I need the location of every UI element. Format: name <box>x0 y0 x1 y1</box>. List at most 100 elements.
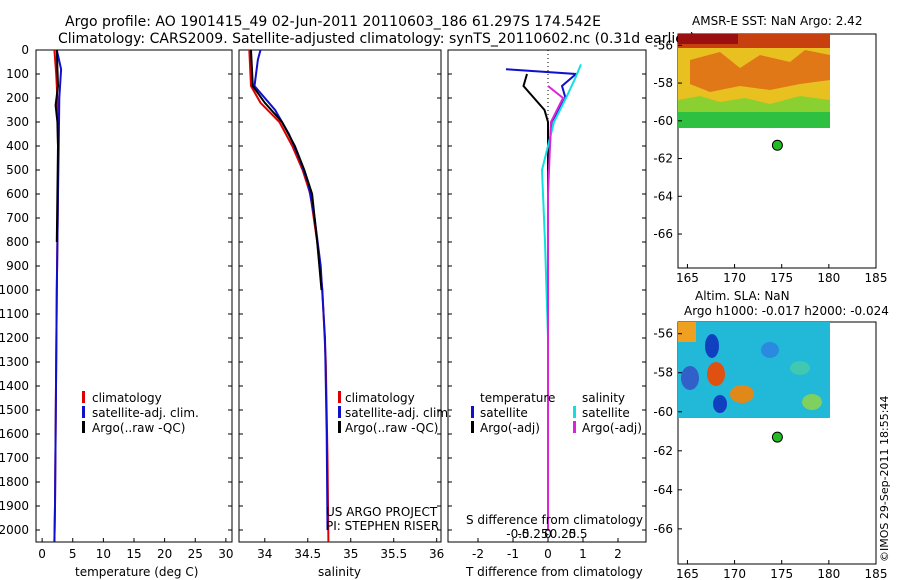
depth-tick-label: 400 <box>6 139 29 153</box>
depth-tick-label: 700 <box>6 211 29 225</box>
sla-high-eddy-2 <box>730 385 754 403</box>
temperature-plot-area <box>53 50 63 542</box>
legend-swatch-satellite <box>82 406 85 418</box>
sst-map-title: AMSR-E SST: NaN Argo: 2.42 <box>692 14 862 28</box>
x-tick-label: 170 <box>723 271 746 285</box>
series-sal-argo <box>250 50 323 291</box>
x-tick-label-S: 0.5 <box>568 527 587 541</box>
depth-tick-label: 1500 <box>0 403 29 417</box>
depth-tick-label: 300 <box>6 115 29 129</box>
x-tick-label: 35.5 <box>380 547 407 561</box>
sst-orange-patch <box>690 50 830 92</box>
series-diff-temp-satellite <box>505 68 579 530</box>
timestamp-credit: ©IMOS 29-Sep-2011 18:55:44 <box>878 396 891 562</box>
x-tick-label-T: 2 <box>614 547 622 561</box>
x-tick-label: 35 <box>343 547 358 561</box>
legend-label-satellite: satellite-adj. clim. <box>92 406 199 420</box>
x-tick-label: 170 <box>723 567 746 580</box>
sla-argo-position-marker <box>771 431 783 443</box>
x-tick-label: 180 <box>817 567 840 580</box>
y-tick-label: -60 <box>653 405 673 419</box>
depth-tick-label: 1400 <box>0 379 29 393</box>
legend-label-climatology: climatology <box>345 391 415 405</box>
sla-high-patch-nw <box>678 322 696 342</box>
legend-label-satellite: satellite-adj. clim. <box>345 406 452 420</box>
legend-swatch-temp-satellite <box>471 406 474 418</box>
x-tick-label: 34.5 <box>294 547 321 561</box>
legend-swatch-satellite <box>338 406 341 418</box>
legend-title-salinity: salinity <box>582 391 625 405</box>
sla-low-eddy-3 <box>713 395 727 413</box>
depth-tick-label: 800 <box>6 235 29 249</box>
salinity-plot-area <box>248 50 330 542</box>
legend-label-temp-argo: Argo(-adj) <box>480 421 540 435</box>
x-tick-label: 15 <box>126 547 141 561</box>
y-tick-label: -66 <box>653 522 673 536</box>
x-tick-label-S: 0 <box>544 527 552 541</box>
y-tick-label: -64 <box>653 483 673 497</box>
x-tick-label: 25 <box>188 547 203 561</box>
x-tick-label: 165 <box>676 567 699 580</box>
sla-green-patch <box>802 394 822 410</box>
sla-low-eddy-2 <box>681 366 699 390</box>
x-tick-label: 20 <box>157 547 172 561</box>
salinity-panel-frame <box>238 49 442 543</box>
header-line-2: Climatology: CARS2009. Satellite-adjuste… <box>58 31 695 47</box>
x-tick-label-T: 1 <box>579 547 587 561</box>
depth-tick-label: 0 <box>21 43 29 57</box>
x-tick-label: 175 <box>770 567 793 580</box>
sla-heatmap <box>678 322 830 443</box>
credit-project: US ARGO PROJECT <box>326 505 438 519</box>
difference-xlabel: T difference from climatology <box>465 565 643 579</box>
legend-title-temperature: temperature <box>480 391 555 405</box>
depth-tick-label: 1600 <box>0 427 29 441</box>
temperature-xlabel: temperature (deg C) <box>75 565 198 579</box>
depth-tick-label: 1100 <box>0 307 29 321</box>
sla-low-eddy-4 <box>761 342 779 358</box>
salinity-legend: climatology satellite-adj. clim. Argo(..… <box>338 391 452 435</box>
legend-label-sal-satellite: satellite <box>582 406 630 420</box>
legend-swatch-argo <box>338 421 341 433</box>
series-sal-satellite <box>253 50 329 531</box>
y-tick-label: -62 <box>653 152 673 166</box>
legend-swatch-sal-satellite <box>573 406 576 418</box>
sst-hot-patch <box>678 34 738 44</box>
sst-heatmap <box>678 34 830 151</box>
sla-map-ticks: -56 -58 -60 -62 -64 -66 165 170 175 180 185 <box>653 327 887 580</box>
difference-legend: temperature salinity satellite Argo(-adj… <box>471 391 642 435</box>
y-tick-label: -56 <box>653 38 673 52</box>
credit-pi: PI: STEPHEN RISER <box>326 519 439 533</box>
legend-swatch-sal-argo <box>573 421 576 433</box>
x-tick-label: 175 <box>770 271 793 285</box>
legend-label-temp-satellite: satellite <box>480 406 528 420</box>
temperature-panel-frame <box>35 49 233 543</box>
temperature-legend: climatology satellite-adj. clim. Argo(..… <box>82 391 199 435</box>
x-tick-label: 0 <box>38 547 46 561</box>
y-tick-label: -60 <box>653 114 673 128</box>
x-tick-label: 10 <box>96 547 111 561</box>
salinity-x-ticks: 34 34.5 35 35.5 36 <box>257 538 444 561</box>
legend-label-argo: Argo(..raw -QC) <box>92 421 185 435</box>
header-line-1: Argo profile: AO 1901415_49 02-Jun-2011 … <box>65 14 601 30</box>
sla-high-eddy-1 <box>707 362 725 386</box>
sla-mid-patch <box>790 361 810 375</box>
depth-tick-label: 1700 <box>0 451 29 465</box>
sla-map-subtitle: Argo h1000: -0.017 h2000: -0.024 <box>684 304 889 318</box>
series-diff-sal-argo <box>547 85 565 530</box>
legend-swatch-argo <box>82 421 85 433</box>
depth-tick-label: 900 <box>6 259 29 273</box>
sla-low-eddy-1 <box>705 334 719 358</box>
y-tick-label: -58 <box>653 76 673 90</box>
y-tick-label: -56 <box>653 327 673 341</box>
x-tick-label: 185 <box>865 271 888 285</box>
x-tick-label-S: 0.25 <box>550 527 577 541</box>
x-tick-label-T: -2 <box>472 547 484 561</box>
legend-swatch-climatology <box>82 391 85 403</box>
sst-map-ticks: -56 -58 -60 -62 -64 -66 165 170 175 180 185 <box>653 38 887 285</box>
x-tick-label: 34 <box>257 547 272 561</box>
legend-swatch-climatology <box>338 391 341 403</box>
difference-panel-frame <box>447 49 647 543</box>
depth-tick-label: 2000 <box>0 523 29 537</box>
x-tick-label: 36 <box>429 547 444 561</box>
